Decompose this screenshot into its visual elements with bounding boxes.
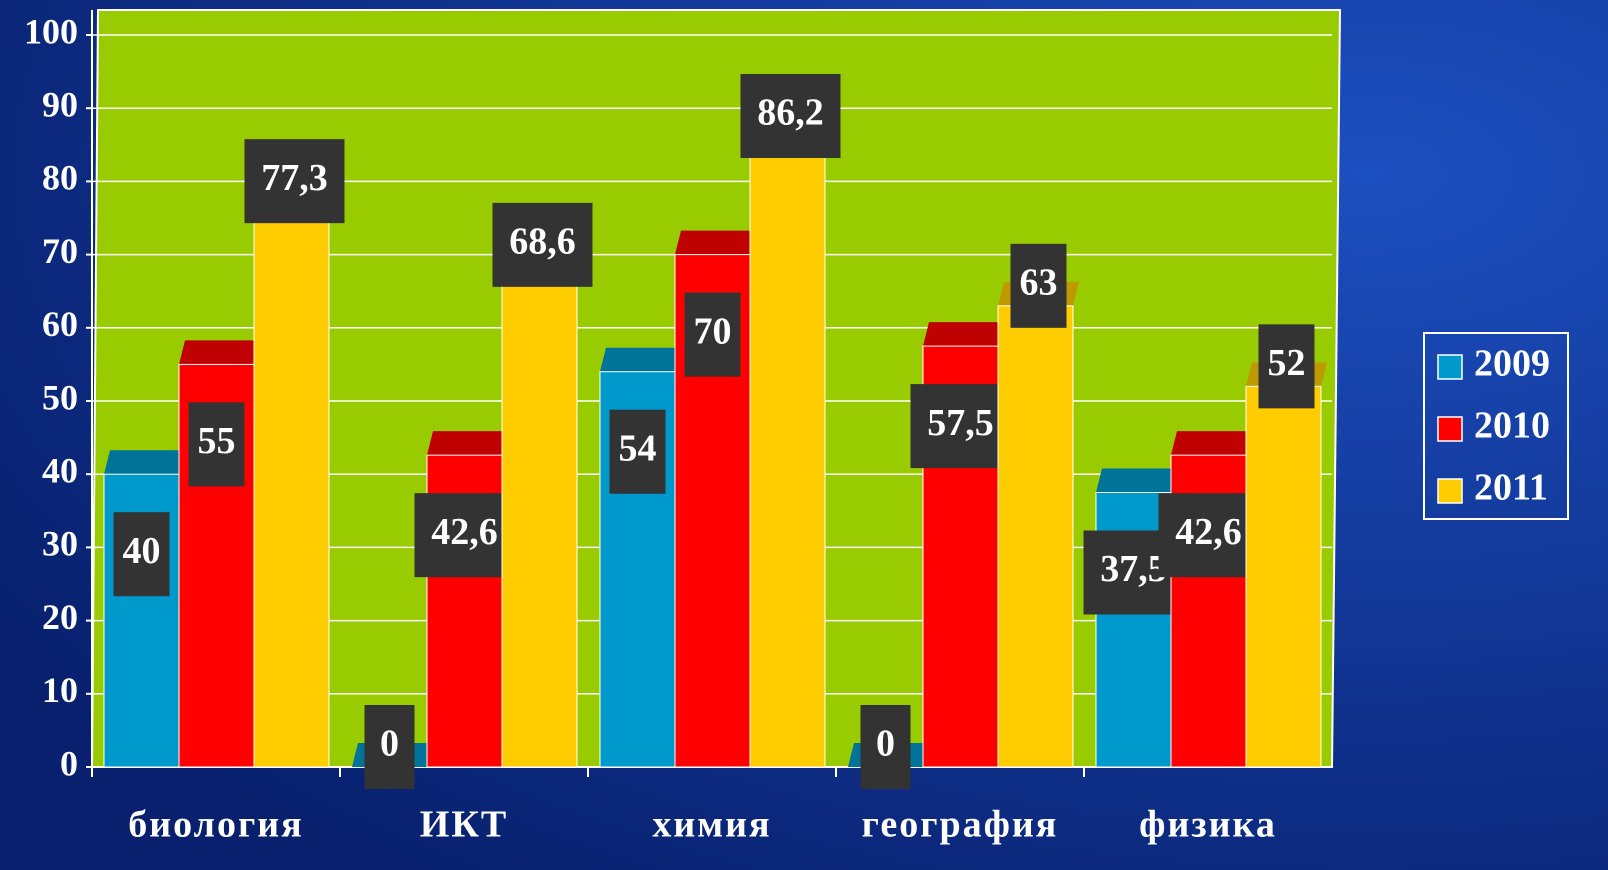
- bar: [501, 264, 578, 768]
- y-tick-label: 90: [42, 84, 78, 124]
- x-tick-label: химия: [652, 804, 771, 846]
- y-tick-label: 0: [60, 743, 78, 783]
- bar-top: [179, 340, 260, 365]
- y-tick-label: 60: [42, 304, 78, 344]
- value-label: 37,5: [1100, 548, 1167, 590]
- bar: [749, 135, 826, 768]
- legend-label: 2010: [1474, 405, 1550, 447]
- y-tick-label: 70: [42, 231, 78, 271]
- value-label-box: [414, 493, 515, 578]
- value-label: 70: [694, 310, 732, 352]
- legend-box: [1423, 332, 1569, 520]
- bar: [253, 200, 330, 768]
- x-tick-label: география: [862, 804, 1059, 846]
- y-tick-label: 20: [42, 597, 78, 637]
- value-label: 0: [876, 723, 895, 765]
- legend-swatch: [1437, 478, 1463, 504]
- value-label: 42,6: [431, 511, 498, 553]
- value-label: 57,5: [927, 402, 994, 444]
- value-label: 68,6: [509, 221, 576, 263]
- legend-label: 2009: [1474, 343, 1550, 385]
- y-tick-label: 100: [24, 11, 78, 51]
- value-label-box: [684, 292, 741, 377]
- bar: [1245, 385, 1322, 768]
- x-tick-label: физика: [1139, 804, 1277, 846]
- value-label-box: [1010, 243, 1067, 328]
- value-label: 54: [619, 427, 657, 469]
- value-label-box: [740, 74, 841, 159]
- x-tick-label: биология: [128, 804, 303, 846]
- y-tick-label: 80: [42, 158, 78, 198]
- bar-top: [675, 230, 756, 255]
- value-label-box: [860, 705, 911, 789]
- value-label: 86,2: [757, 92, 824, 134]
- y-tick-label: 50: [42, 377, 78, 417]
- value-label: 52: [1268, 342, 1306, 384]
- value-label-box: [1158, 493, 1259, 578]
- legend-swatch: [1437, 354, 1463, 380]
- value-label-box: [910, 384, 1011, 469]
- value-label-box: [113, 512, 170, 597]
- value-label: 63: [1020, 262, 1058, 304]
- value-label-box: [609, 409, 666, 494]
- value-label: 55: [198, 420, 236, 462]
- value-label-box: [1258, 324, 1315, 409]
- bar-top: [923, 322, 1004, 347]
- value-label-box: [364, 705, 415, 789]
- legend-swatch: [1437, 416, 1463, 442]
- y-tick-label: 30: [42, 524, 78, 564]
- value-label-box: [188, 402, 245, 487]
- value-label: 0: [380, 723, 399, 765]
- value-label: 40: [123, 530, 161, 572]
- value-label: 42,6: [1175, 511, 1242, 553]
- value-label-box: [492, 202, 593, 287]
- bar: [997, 305, 1074, 768]
- bar-top: [1096, 468, 1177, 493]
- value-label: 77,3: [261, 157, 328, 199]
- y-tick-label: 40: [42, 450, 78, 490]
- value-label-box: [244, 139, 345, 224]
- y-tick-label: 10: [42, 670, 78, 710]
- bar-top: [427, 431, 508, 456]
- bar-top: [104, 450, 185, 475]
- legend-label: 2011: [1474, 467, 1548, 509]
- bar-top: [1171, 431, 1252, 456]
- x-tick-label: ИКТ: [420, 804, 508, 846]
- bar-top: [600, 347, 681, 372]
